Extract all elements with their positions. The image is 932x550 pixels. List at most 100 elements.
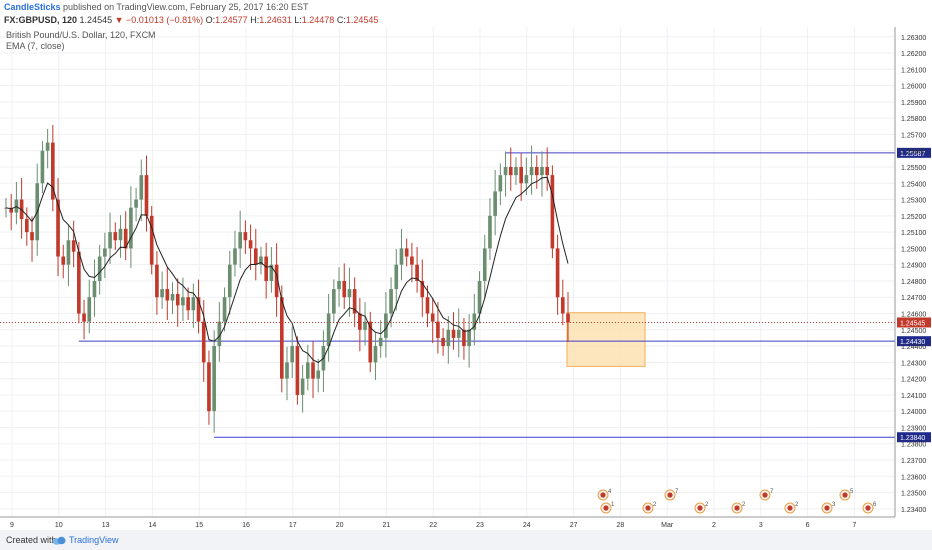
candle — [467, 314, 471, 368]
candle — [248, 224, 253, 270]
candle-body — [233, 248, 237, 265]
y-tick-label: 1.24600 — [901, 312, 926, 319]
y-tick-label: 1.25200 — [901, 214, 926, 221]
x-tick-label: 16 — [242, 522, 250, 529]
candle-body — [358, 313, 362, 330]
economic-event-marker: 7 — [759, 489, 774, 501]
candle-body — [274, 264, 279, 298]
y-tick-label: 1.26200 — [901, 51, 926, 58]
candle — [9, 194, 14, 231]
candle — [191, 283, 196, 328]
x-tick-label: 7 — [852, 522, 856, 529]
symbol-label: FX:GBPUSD, 120 — [4, 15, 78, 25]
candle-body — [170, 293, 175, 301]
candle — [269, 247, 274, 293]
candle — [503, 151, 508, 197]
tradingview-brand: TradingView — [69, 535, 119, 545]
candle-body — [97, 256, 102, 281]
y-tick-label: 1.25800 — [901, 116, 926, 123]
x-tick-label: 23 — [476, 522, 484, 529]
economic-event-marker: 2 — [694, 502, 709, 514]
candle — [534, 155, 539, 189]
y-tick-label: 1.25100 — [901, 230, 926, 237]
candle-body — [82, 313, 86, 322]
y-tick-label: 1.25400 — [901, 181, 926, 188]
candle-body — [534, 167, 539, 176]
candle — [462, 318, 466, 360]
candle-body — [134, 199, 138, 208]
candle — [87, 279, 92, 334]
candle-body — [503, 167, 508, 176]
y-tick-label: 1.24300 — [901, 360, 926, 367]
candle — [51, 125, 55, 212]
candle — [482, 234, 487, 299]
ema-line — [5, 176, 569, 364]
candle — [97, 244, 102, 295]
event-count: 1 — [611, 502, 615, 508]
candle — [342, 263, 347, 309]
candle — [113, 222, 118, 251]
level-tag: 1.24430 — [897, 336, 931, 347]
candle-body — [113, 232, 118, 241]
candle — [529, 145, 534, 195]
candle-body — [103, 248, 107, 257]
candle-body — [139, 175, 144, 200]
candle — [352, 277, 357, 328]
price-change: −0.01013 (−0.81%) — [126, 15, 204, 25]
candle — [45, 128, 50, 169]
candle-body — [66, 240, 71, 265]
y-tick-label: 1.24100 — [901, 393, 926, 400]
legend-indicator: EMA (7, close) — [6, 41, 65, 51]
candle — [540, 151, 544, 197]
candle-body — [30, 232, 34, 241]
candle-body — [493, 191, 497, 216]
candle-body — [337, 280, 341, 290]
publisher-link[interactable]: CandleSticks — [4, 2, 61, 12]
y-tick-label: 1.26000 — [901, 84, 926, 91]
zone-layer — [566, 312, 646, 367]
candle — [207, 350, 211, 425]
event-flag-center — [697, 505, 703, 511]
candle — [82, 299, 86, 340]
grid-layer — [0, 27, 895, 517]
candle — [274, 243, 279, 317]
candle-body — [9, 207, 14, 213]
event-count: 5 — [850, 489, 854, 495]
candle — [103, 232, 107, 279]
candle-body — [436, 321, 440, 338]
candle-body — [550, 175, 555, 249]
event-count: 2 — [742, 502, 746, 508]
candle-body — [410, 256, 414, 265]
candle-body — [508, 167, 513, 176]
candle — [285, 346, 289, 401]
y-tick-label: 1.24000 — [901, 409, 926, 416]
candle-body — [201, 321, 206, 363]
candle-body — [488, 215, 492, 249]
candle — [472, 293, 477, 346]
candle — [545, 147, 550, 191]
candle — [493, 169, 497, 236]
candle — [456, 308, 461, 358]
x-tick-label: 24 — [523, 522, 531, 529]
candle-body — [56, 199, 60, 257]
event-count: 2 — [653, 502, 657, 508]
candle — [92, 259, 97, 317]
candle-body — [149, 215, 154, 265]
axis-layer: 1.26300 1.26200 1.26100 1.26000 1.25900 1.258… — [0, 27, 931, 529]
candle-body — [519, 167, 523, 184]
y-tick-label: 1.24900 — [901, 263, 926, 270]
candle-body — [61, 256, 66, 265]
candle — [149, 206, 154, 275]
tradingview-link[interactable]: TradingView — [52, 530, 119, 550]
candle — [441, 328, 445, 356]
candle-body — [295, 346, 300, 395]
candle-body — [279, 297, 284, 379]
candle — [378, 320, 383, 358]
candle-body — [144, 175, 149, 216]
candle-body — [378, 337, 383, 347]
candle-body — [342, 280, 347, 298]
candle-body — [451, 329, 456, 338]
event-count: 2 — [795, 502, 799, 508]
